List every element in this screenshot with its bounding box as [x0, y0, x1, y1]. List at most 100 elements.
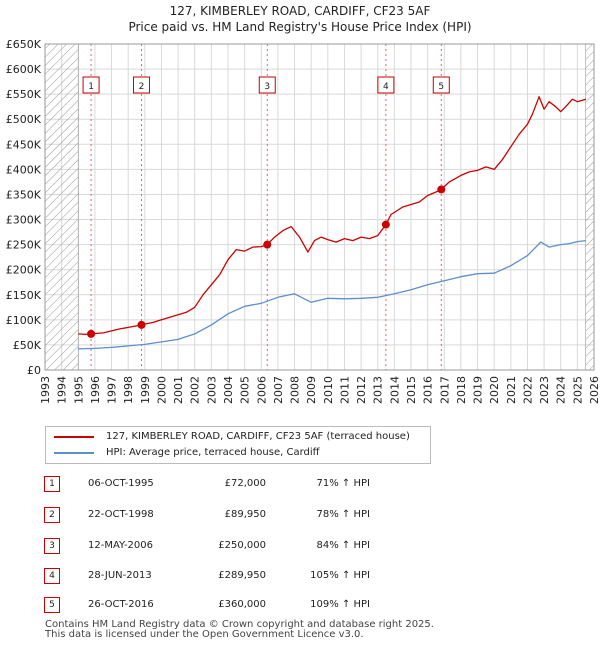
sale-hpi: 71% ↑ HPI [316, 478, 370, 489]
sale-marker-box [377, 76, 395, 94]
y-tick-label: £550K [6, 88, 42, 101]
x-tick-label: 2004 [222, 376, 235, 404]
x-tick-label: 1998 [122, 376, 135, 404]
sale-price: £360,000 [218, 599, 266, 610]
legend: 127, KIMBERLEY ROAD, CARDIFF, CF23 5AF (… [45, 426, 431, 464]
x-tick-label: 1996 [89, 376, 102, 404]
series-line-hpi [78, 239, 586, 350]
sale-price: £289,950 [218, 570, 266, 581]
y-tick-label: £0 [27, 364, 41, 377]
x-tick-label: 2005 [239, 376, 252, 404]
sale-row: 1 06-OCT-1995 £72,000 71% ↑ HPI [0, 476, 600, 496]
no-data-hatch [585, 43, 595, 371]
sale-point [381, 220, 390, 229]
x-tick-label: 2014 [388, 376, 401, 404]
sale-hpi: 78% ↑ HPI [316, 509, 370, 520]
no-data-hatch [44, 43, 79, 371]
sale-date: 06-OCT-1995 [88, 478, 154, 489]
sale-marker-label: 5 [438, 82, 444, 92]
x-tick-label: 2018 [455, 376, 468, 404]
sale-marker-box [258, 76, 276, 94]
series-line-property [78, 96, 586, 336]
sale-point [137, 320, 146, 329]
y-tick-label: £50K [13, 339, 42, 352]
x-tick-label: 2021 [505, 376, 518, 404]
x-tick-label: 1995 [72, 376, 85, 404]
sale-badge: 4 [44, 568, 60, 584]
sale-row: 2 22-OCT-1998 £89,950 78% ↑ HPI [0, 507, 600, 527]
legend-line-hpi [54, 452, 94, 454]
x-tick-label: 1994 [56, 376, 69, 404]
sale-marker-label: 4 [383, 82, 389, 92]
x-tick-label: 2017 [438, 376, 451, 404]
x-tick-label: 1999 [139, 376, 152, 404]
chart-subtitle: Price paid vs. HM Land Registry's House … [128, 20, 472, 34]
footer: Contains HM Land Registry data © Crown c… [45, 620, 434, 640]
x-tick-label: 2024 [555, 376, 568, 404]
sale-point [87, 329, 96, 338]
x-tick-label: 2019 [472, 376, 485, 404]
x-tick-label: 2015 [405, 376, 418, 404]
sale-marker-label: 3 [264, 82, 270, 92]
y-tick-label: £150K [6, 289, 42, 302]
x-tick-label: 2011 [338, 376, 351, 404]
x-tick-label: 2002 [189, 376, 202, 404]
sale-badge: 5 [44, 597, 60, 613]
x-tick-label: 2000 [155, 376, 168, 404]
x-tick-label: 2026 [588, 376, 600, 404]
sale-hpi: 105% ↑ HPI [310, 570, 370, 581]
chart-title: 127, KIMBERLEY ROAD, CARDIFF, CF23 5AF [169, 4, 431, 18]
sale-price: £72,000 [224, 478, 266, 489]
x-tick-label: 2012 [355, 376, 368, 404]
sale-badge: 3 [44, 538, 60, 554]
sale-row: 4 28-JUN-2013 £289,950 105% ↑ HPI [0, 568, 600, 588]
y-tick-label: £500K [6, 113, 42, 126]
sale-marker-box [432, 76, 450, 94]
x-tick-label: 1993 [39, 376, 52, 404]
y-tick-label: £250K [6, 239, 42, 252]
y-tick-label: £650K [6, 38, 42, 51]
plot-frame [44, 43, 595, 371]
x-tick-label: 2016 [422, 376, 435, 404]
x-tick-label: 2010 [322, 376, 335, 404]
footer-copyright: Contains HM Land Registry data © Crown c… [45, 619, 434, 630]
sale-date: 12-MAY-2006 [88, 540, 154, 551]
x-tick-label: 2006 [255, 376, 268, 404]
y-tick-label: £450K [6, 138, 42, 151]
sale-point [263, 240, 272, 249]
sale-hpi: 109% ↑ HPI [310, 599, 370, 610]
x-tick-label: 2023 [538, 376, 551, 404]
x-tick-label: 2009 [305, 376, 318, 404]
sale-marker-box [132, 76, 150, 94]
y-tick-label: £300K [6, 214, 42, 227]
y-tick-label: £100K [6, 314, 42, 327]
sale-hpi: 84% ↑ HPI [316, 540, 370, 551]
x-tick-label: 1997 [106, 376, 119, 404]
y-tick-label: £350K [6, 188, 42, 201]
footer-licence: This data is licensed under the Open Gov… [45, 629, 364, 640]
y-tick-label: £600K [6, 63, 42, 76]
legend-label-property: 127, KIMBERLEY ROAD, CARDIFF, CF23 5AF (… [106, 431, 410, 442]
sale-price: £89,950 [224, 509, 266, 520]
sale-marker-label: 1 [88, 82, 94, 92]
legend-label-hpi: HPI: Average price, terraced house, Card… [106, 447, 320, 458]
sale-price: £250,000 [218, 540, 266, 551]
y-tick-label: £400K [6, 163, 42, 176]
sale-badge: 2 [44, 507, 60, 523]
sale-row: 3 12-MAY-2006 £250,000 84% ↑ HPI [0, 538, 600, 558]
sale-point [437, 185, 446, 194]
x-tick-label: 2008 [289, 376, 302, 404]
sale-badge: 1 [44, 476, 60, 492]
y-tick-label: £200K [6, 264, 42, 277]
price-chart: 1 2 3 4 5 £0 £50K £100K £150K £200K £250K £300K £350… [6, 38, 600, 404]
sale-date: 26-OCT-2016 [88, 599, 154, 610]
x-tick-label: 2022 [521, 376, 534, 404]
x-tick-label: 2020 [488, 376, 501, 404]
legend-line-property [54, 436, 94, 438]
x-tick-label: 2025 [571, 376, 584, 404]
sale-date: 28-JUN-2013 [88, 570, 152, 581]
x-tick-label: 2003 [205, 376, 218, 404]
sale-marker-box [82, 76, 100, 94]
sale-row: 5 26-OCT-2016 £360,000 109% ↑ HPI [0, 597, 600, 617]
x-tick-label: 2001 [172, 376, 185, 404]
